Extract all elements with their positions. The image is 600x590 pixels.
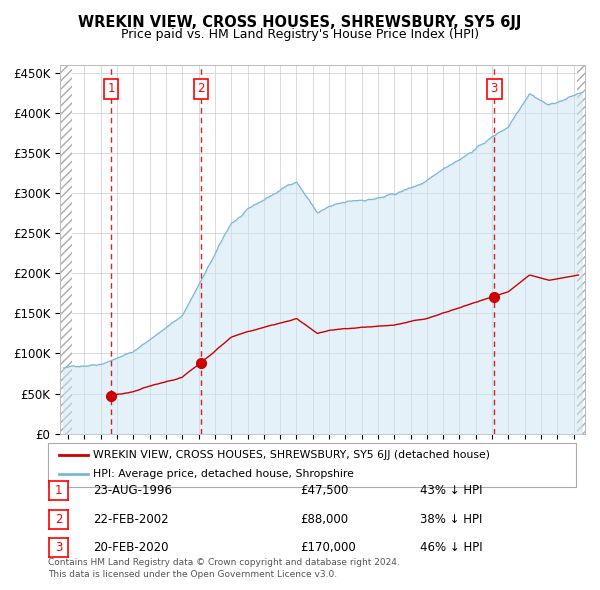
Text: WREKIN VIEW, CROSS HOUSES, SHREWSBURY, SY5 6JJ: WREKIN VIEW, CROSS HOUSES, SHREWSBURY, S… bbox=[79, 15, 521, 30]
Text: 20-FEB-2020: 20-FEB-2020 bbox=[93, 541, 169, 554]
Text: HPI: Average price, detached house, Shropshire: HPI: Average price, detached house, Shro… bbox=[93, 470, 354, 479]
Text: 22-FEB-2002: 22-FEB-2002 bbox=[93, 513, 169, 526]
Text: 3: 3 bbox=[55, 541, 62, 554]
Text: WREKIN VIEW, CROSS HOUSES, SHREWSBURY, SY5 6JJ (detached house): WREKIN VIEW, CROSS HOUSES, SHREWSBURY, S… bbox=[93, 450, 490, 460]
Text: 38% ↓ HPI: 38% ↓ HPI bbox=[420, 513, 482, 526]
Text: £88,000: £88,000 bbox=[300, 513, 348, 526]
Text: 46% ↓ HPI: 46% ↓ HPI bbox=[420, 541, 482, 554]
Text: £170,000: £170,000 bbox=[300, 541, 356, 554]
Text: 2: 2 bbox=[197, 83, 205, 96]
Text: 1: 1 bbox=[107, 83, 115, 96]
Text: Contains HM Land Registry data © Crown copyright and database right 2024.
This d: Contains HM Land Registry data © Crown c… bbox=[48, 558, 400, 579]
Bar bbox=[60, 65, 72, 434]
Text: 3: 3 bbox=[491, 83, 498, 96]
Text: Price paid vs. HM Land Registry's House Price Index (HPI): Price paid vs. HM Land Registry's House … bbox=[121, 28, 479, 41]
Bar bbox=[577, 65, 585, 434]
Text: 43% ↓ HPI: 43% ↓ HPI bbox=[420, 484, 482, 497]
Text: 23-AUG-1996: 23-AUG-1996 bbox=[93, 484, 172, 497]
Text: £47,500: £47,500 bbox=[300, 484, 349, 497]
Text: 1: 1 bbox=[55, 484, 62, 497]
Text: 2: 2 bbox=[55, 513, 62, 526]
